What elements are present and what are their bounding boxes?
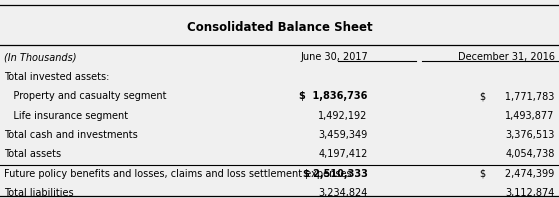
Text: June 30, 2017: June 30, 2017 [300, 52, 368, 63]
Text: 3,376,513: 3,376,513 [505, 130, 555, 140]
Text: $ 2,510,333: $ 2,510,333 [303, 169, 368, 179]
Text: 3,459,349: 3,459,349 [319, 130, 368, 140]
Text: 4,197,412: 4,197,412 [319, 149, 368, 160]
Text: Total invested assets:: Total invested assets: [4, 72, 110, 82]
Text: Consolidated Balance Sheet: Consolidated Balance Sheet [187, 21, 372, 34]
Text: 1,493,877: 1,493,877 [505, 111, 555, 121]
Text: Future policy benefits and losses, claims and loss settlement expenses: Future policy benefits and losses, claim… [4, 169, 352, 179]
Text: 1,492,192: 1,492,192 [319, 111, 368, 121]
Text: $      2,474,399: $ 2,474,399 [480, 169, 555, 179]
Text: Property and casualty segment: Property and casualty segment [4, 91, 167, 101]
Text: 3,112,874: 3,112,874 [505, 188, 555, 198]
Text: December 31, 2016: December 31, 2016 [457, 52, 555, 63]
Text: (In Thousands): (In Thousands) [4, 52, 77, 63]
Text: 3,234,824: 3,234,824 [319, 188, 368, 198]
Text: Life insurance segment: Life insurance segment [4, 111, 129, 121]
Text: Total cash and investments: Total cash and investments [4, 130, 138, 140]
Text: $      1,771,783: $ 1,771,783 [480, 91, 555, 101]
Text: Total assets: Total assets [4, 149, 61, 160]
Text: 4,054,738: 4,054,738 [505, 149, 555, 160]
Text: $  1,836,736: $ 1,836,736 [300, 91, 368, 101]
Text: Total liabilities: Total liabilities [4, 188, 74, 198]
